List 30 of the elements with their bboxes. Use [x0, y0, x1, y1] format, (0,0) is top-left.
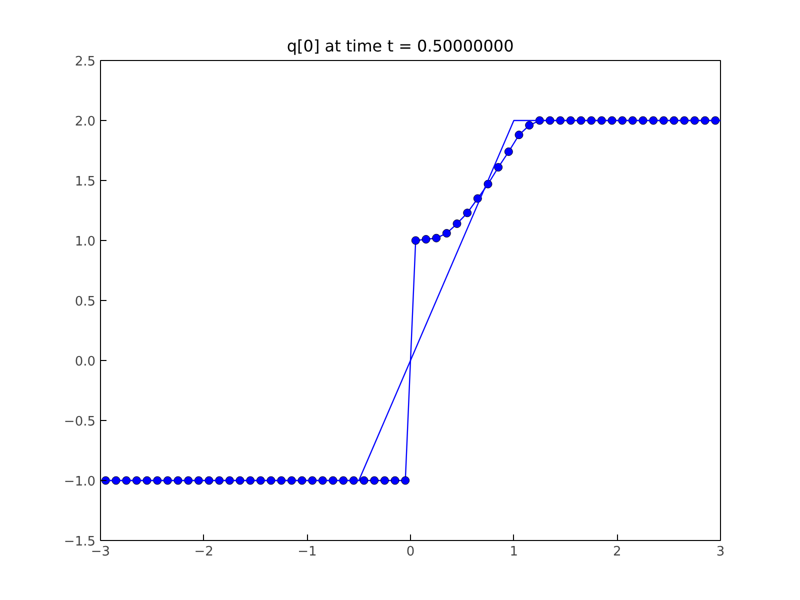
- y-tick-label: −0.5: [64, 414, 96, 430]
- point: [432, 234, 441, 242]
- x-tick-label: 3: [716, 544, 725, 560]
- point: [380, 476, 389, 485]
- point: [525, 121, 534, 130]
- point: [452, 219, 462, 228]
- point: [401, 476, 410, 485]
- point: [514, 130, 524, 140]
- x-tick-label: 0: [406, 544, 415, 560]
- point: [504, 147, 513, 156]
- x-tick-label: 2: [613, 544, 622, 560]
- y-tick-label: 1.5: [74, 174, 96, 190]
- point: [422, 235, 430, 244]
- y-tick-label: −1.0: [64, 474, 96, 490]
- x-tick-label: −1: [298, 544, 317, 560]
- y-tick-label: 2.0: [74, 114, 96, 130]
- chart-title: q[0] at time t = 0.50000000: [286, 36, 514, 56]
- point: [494, 163, 503, 172]
- x-tick-label: 1: [510, 544, 518, 560]
- point: [442, 229, 451, 238]
- y-tick-label: 0.5: [74, 294, 96, 310]
- y-tick-label: 1.0: [74, 234, 96, 250]
- y-tick-label: 0.0: [74, 354, 96, 370]
- y-tick-label: 2.5: [74, 54, 96, 70]
- point: [370, 476, 379, 485]
- point: [411, 236, 420, 245]
- point: [360, 476, 368, 485]
- point: [463, 208, 472, 218]
- x-tick-label: −2: [194, 544, 214, 560]
- point: [390, 476, 400, 485]
